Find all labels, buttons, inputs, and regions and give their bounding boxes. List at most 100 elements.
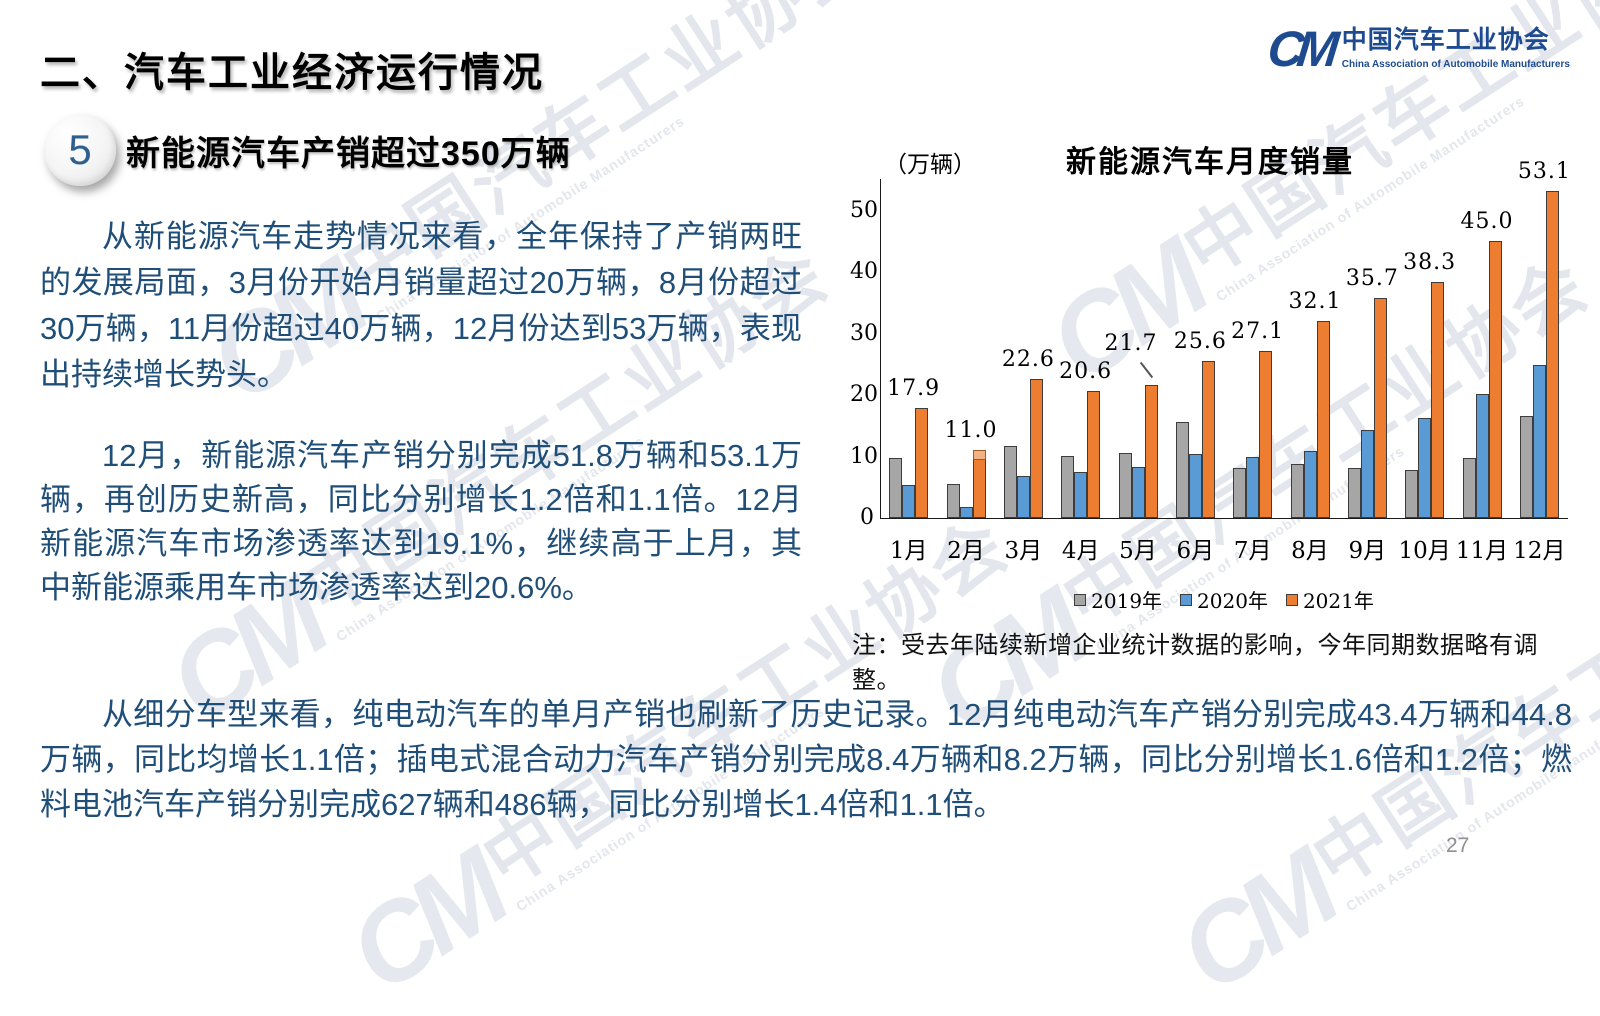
y-axis-tick-20: 20 (850, 382, 878, 407)
paragraph-nev-trend: 从新能源汽车走势情况来看，全年保持了产销两旺的发展局面，3月份开始月销量超过20… (40, 219, 802, 392)
x-axis-line (880, 518, 1568, 519)
watermark-cm-logo: CM (1158, 830, 1352, 1016)
data-label-2021年-9月: 35.7 (1345, 266, 1399, 292)
data-label-2021年-8月: 32.1 (1288, 288, 1342, 314)
legend-item-2019年: 2019年 (1074, 585, 1162, 614)
x-axis-label-10月: 10月 (1398, 538, 1451, 564)
bar-2019年-3月 (1003, 446, 1017, 518)
data-label-2021年-4月: 20.6 (1059, 359, 1113, 385)
section-number-badge: 5 (44, 114, 116, 186)
monthly-sales-chart: （万辆） 新能源汽车月度销量 0 10 20 30 40 50 1月 17.9 2月 11.0 3月… (850, 133, 1572, 694)
data-label-2021年-11月: 45.0 (1460, 209, 1514, 235)
bar-2019年-12月 (1519, 415, 1533, 518)
caam-logo-name-cn: 中国汽车工业协会 (1341, 25, 1550, 54)
legend-label-2021年: 2021年 (1302, 589, 1374, 613)
bar-2019年-2月 (946, 484, 960, 518)
chart-title: 新能源汽车月度销量 (1066, 145, 1354, 180)
bar-2019年-6月 (1175, 422, 1189, 518)
paragraph-vehicle-segments: 从细分车型来看，纯电动汽车的单月产销也刷新了历史记录。12月纯电动汽车产销分别完… (40, 697, 1572, 822)
x-axis-label-5月: 5月 (1119, 538, 1157, 564)
x-axis-label-11月: 11月 (1455, 538, 1509, 564)
data-label-2021年-7月: 27.1 (1231, 319, 1285, 345)
page-title: 二、汽车工业经济运行情况 (40, 51, 544, 95)
data-label-2021年-2月: 11.0 (944, 418, 998, 444)
legend-label-2020年: 2020年 (1197, 589, 1268, 613)
bar-2020年-2月 (959, 506, 973, 518)
bar-2020年-6月 (1188, 454, 1202, 518)
x-axis-label-6月: 6月 (1176, 538, 1215, 564)
bar-2019年-10月 (1405, 470, 1419, 518)
bar-2021年-9月 (1373, 298, 1387, 518)
bar-2021年-11月 (1488, 241, 1502, 518)
bar-2021年-5月 (1144, 384, 1158, 518)
bar-2020年-10月 (1418, 418, 1432, 518)
bar-2020年-3月 (1016, 476, 1030, 518)
y-axis-tick-10: 10 (850, 443, 878, 469)
section-heading: 新能源汽车产销超过350万辆 (126, 135, 571, 173)
bar-2019年-11月 (1462, 457, 1476, 518)
x-axis-label-3月: 3月 (1004, 538, 1043, 564)
bar-2019年-9月 (1347, 468, 1361, 518)
bar-2020年-8月 (1303, 450, 1317, 518)
legend-swatch-2020年 (1180, 593, 1193, 606)
label-leader-line-5月 (1139, 361, 1153, 378)
bar-2021年-1月 (915, 407, 929, 518)
watermark-cm-logo: CM (328, 830, 522, 1016)
data-label-2021年-1月: 17.9 (887, 375, 941, 401)
bar-2021年-3月 (1029, 379, 1043, 518)
bar-2020年-9月 (1360, 430, 1374, 518)
x-axis-label-7月: 7月 (1233, 538, 1272, 564)
bar-2019年-7月 (1233, 468, 1247, 518)
caam-logo: CM 中国汽车工业协会 China Association of Automob… (1265, 21, 1570, 77)
paragraph-december-figures: 12月，新能源汽车产销分别完成51.8万辆和53.1万辆，再创历史新高，同比分别… (40, 438, 802, 605)
bar-2019年-5月 (1118, 452, 1132, 518)
bar-2021年-2月 (972, 450, 986, 518)
bar-2019年-1月 (889, 457, 903, 518)
y-axis-line (880, 179, 881, 518)
bar-cap-2021年-2月 (972, 450, 986, 460)
caam-logo-mark-icon: CM (1265, 21, 1335, 77)
y-axis-tick-30: 30 (850, 320, 878, 346)
bar-2019年-8月 (1290, 464, 1304, 518)
data-label-2021年-10月: 38.3 (1403, 250, 1457, 276)
data-label-2021年-12月: 53.1 (1517, 159, 1571, 185)
x-axis-label-9月: 9月 (1348, 538, 1387, 564)
legend-label-2019年: 2019年 (1091, 589, 1163, 613)
bar-2020年-12月 (1532, 364, 1546, 518)
bar-2020年-11月 (1475, 393, 1489, 518)
bar-2019年-4月 (1061, 455, 1075, 518)
legend-swatch-2019年 (1074, 593, 1087, 606)
chart-note: 注：受去年陆续新增企业统计数据的影响，今年同期数据略有调整。 (852, 632, 1538, 694)
bar-2020年-4月 (1074, 472, 1088, 518)
section-number: 5 (68, 126, 92, 173)
x-axis-label-4月: 4月 (1061, 538, 1100, 564)
data-label-2021年-3月: 22.6 (1001, 347, 1055, 372)
y-axis-tick-40: 40 (850, 259, 878, 284)
page-number: 27 (1446, 834, 1470, 857)
y-axis-tick-0: 0 (860, 505, 874, 530)
chart-legend: 2019年 2020年 2021年 (880, 585, 1568, 614)
bar-2020年-1月 (902, 484, 916, 518)
bar-2021年-4月 (1087, 391, 1101, 518)
legend-item-2021年: 2021年 (1285, 585, 1374, 614)
bar-2020年-7月 (1246, 457, 1260, 518)
chart-unit-label: （万辆） (884, 152, 976, 178)
bar-2020年-5月 (1131, 466, 1145, 518)
data-label-2021年-6月: 25.6 (1173, 328, 1227, 354)
bar-2021年-7月 (1259, 351, 1273, 518)
bar-2021年-12月 (1545, 191, 1559, 518)
chart-plot-area: 0 10 20 30 40 50 1月 17.9 2月 11.0 3月 22.6 4月 20.6 5月 21.… (850, 133, 1572, 668)
bar-2021年-6月 (1201, 360, 1215, 518)
x-axis-label-1月: 1月 (889, 538, 928, 564)
x-axis-label-2月: 2月 (947, 538, 985, 564)
legend-item-2020年: 2020年 (1180, 585, 1268, 614)
caam-logo-name-en: China Association of Automobile Manufact… (1341, 59, 1570, 71)
legend-swatch-2021年 (1285, 593, 1298, 606)
bar-2021年-8月 (1316, 320, 1330, 518)
bar-2021年-10月 (1431, 282, 1445, 518)
data-label-2021年-5月: 21.7 (1104, 330, 1158, 356)
x-axis-label-12月: 12月 (1513, 538, 1566, 564)
y-axis-tick-50: 50 (850, 197, 878, 223)
x-axis-label-8月: 8月 (1291, 538, 1329, 564)
slide: { "page": { "title": "二、汽车工业经济运行情况", "pa… (40, 0, 1600, 1016)
